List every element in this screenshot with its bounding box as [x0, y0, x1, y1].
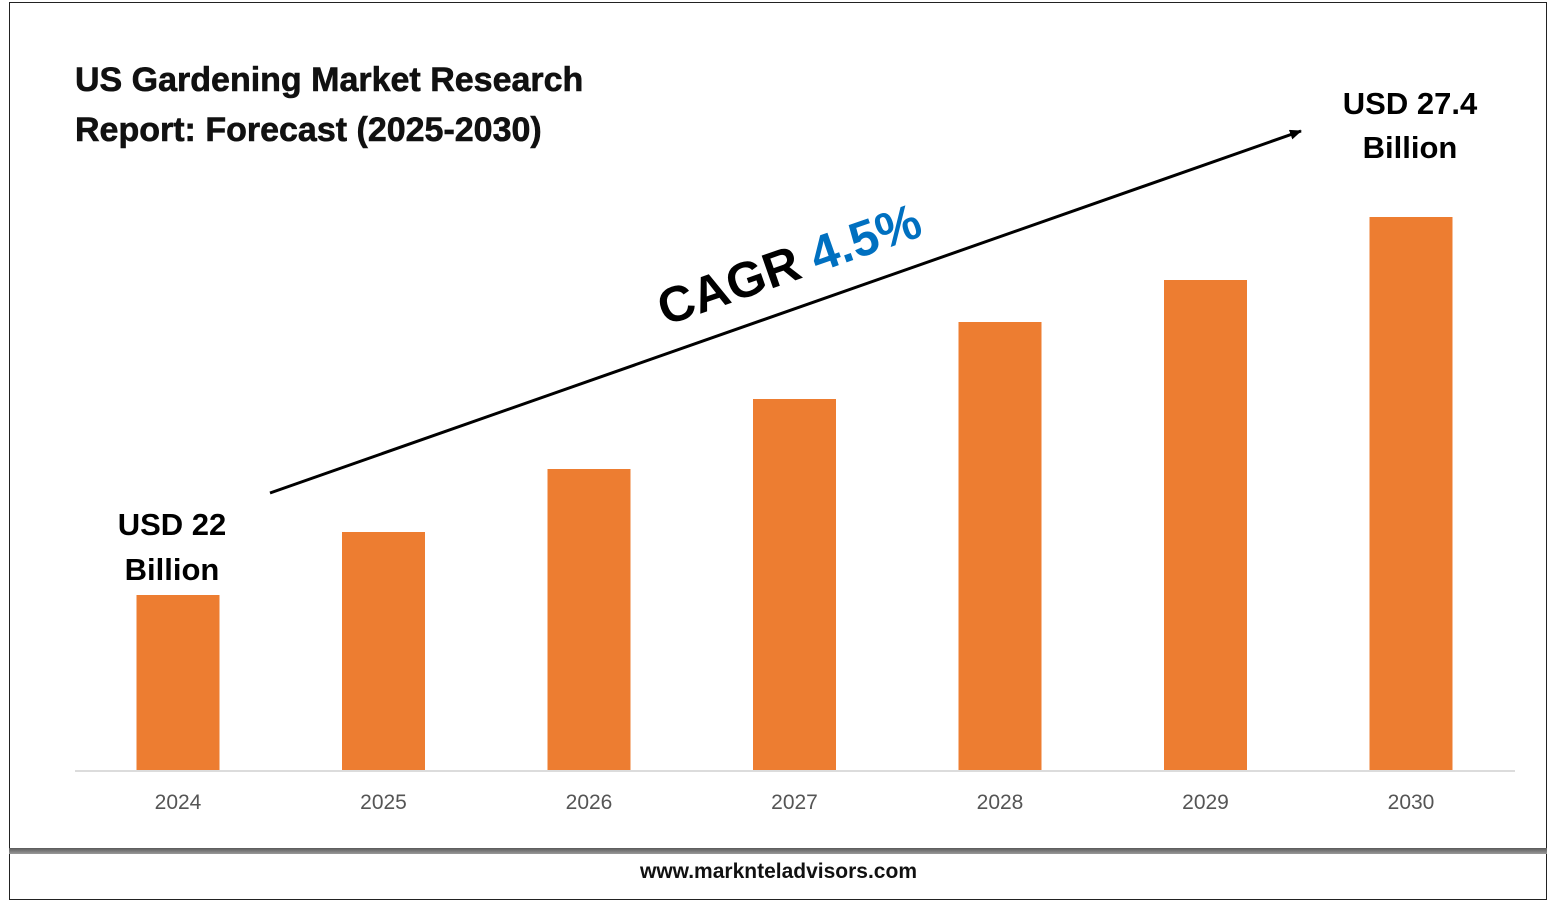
cagr-annotation: CAGR4.5% [650, 193, 928, 337]
end-value-line-2: Billion [1363, 130, 1458, 165]
footer-divider [9, 848, 1547, 854]
start-value-line-1: USD 22 [118, 507, 227, 542]
bars-group [136, 217, 1453, 770]
bar-2024 [136, 595, 220, 770]
x-tick-2026: 2026 [566, 791, 613, 814]
bar-2029 [1164, 280, 1247, 770]
x-tick-2027: 2027 [771, 791, 818, 814]
x-tick-labels: 2024 2025 2026 2027 2028 2029 2030 [155, 791, 1435, 814]
bar-2025 [342, 532, 425, 770]
footer-website: www.marknteladvisors.com [640, 860, 917, 883]
end-value-line-1: USD 27.4 [1343, 86, 1478, 121]
bar-2030 [1369, 217, 1453, 770]
x-tick-2029: 2029 [1182, 791, 1229, 814]
cagr-prefix: CAGR [650, 235, 807, 337]
chart-title-line-1: US Gardening Market Research [75, 61, 583, 99]
start-value-line-2: Billion [125, 552, 220, 587]
bar-2026 [547, 469, 631, 770]
chart-title-line-2: Report: Forecast (2025-2030) [75, 111, 542, 149]
x-tick-2025: 2025 [360, 791, 407, 814]
x-tick-2030: 2030 [1388, 791, 1435, 814]
bar-2027 [753, 399, 836, 770]
growth-arrow [269, 129, 1302, 495]
x-tick-2024: 2024 [155, 791, 202, 814]
x-tick-2028: 2028 [977, 791, 1024, 814]
bar-2028 [958, 322, 1042, 770]
